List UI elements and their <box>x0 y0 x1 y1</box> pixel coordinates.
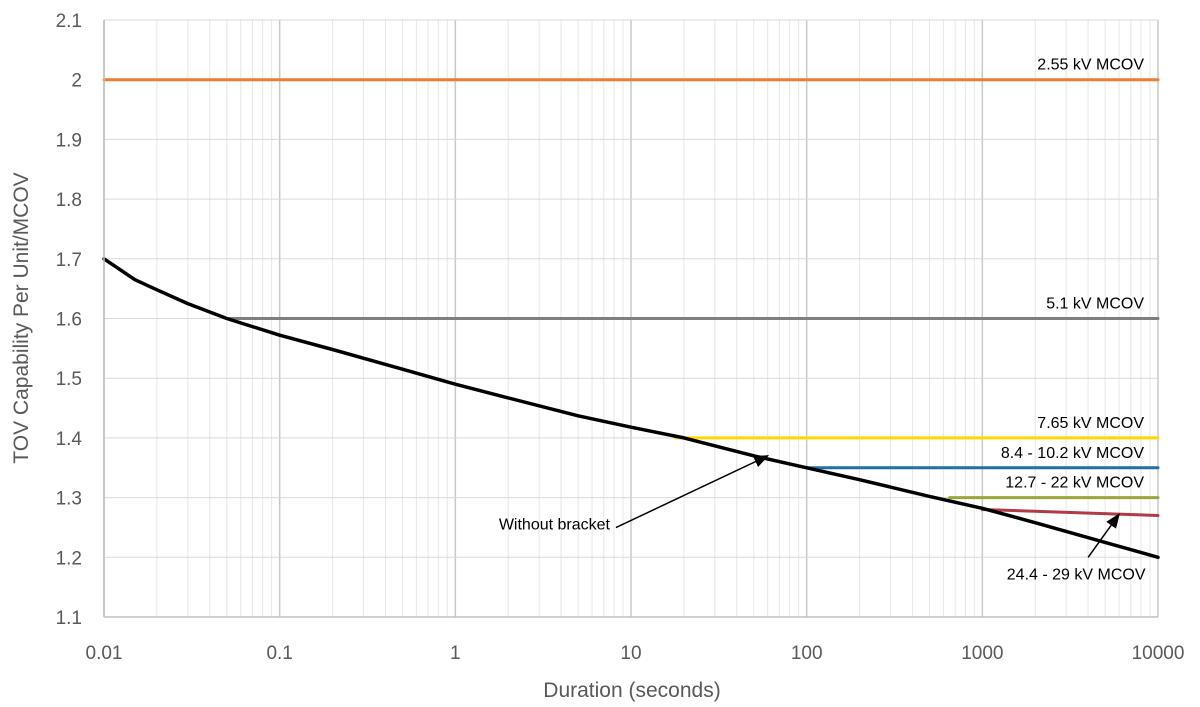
y-tick-label: 1.5 <box>56 369 82 390</box>
y-tick-label: 1.2 <box>56 548 82 569</box>
y-axis-title: TOV Capability Per Unit/MCOV <box>10 172 33 463</box>
annotations: 2.55 kV MCOV 5.1 kV MCOV 7.65 kV MCOV 8.4 -… <box>499 57 1146 584</box>
series-layer <box>102 78 1160 560</box>
y-tick-label: 1.4 <box>56 429 83 450</box>
y-tick-label: 1.8 <box>56 190 82 211</box>
x-tick-label: 1 <box>450 643 461 664</box>
annotation-label: 2.55 kV MCOV <box>1037 57 1144 74</box>
annotation-label: 7.65 kV MCOV <box>1037 415 1144 432</box>
annotation-label: 24.4 - 29 kV MCOV <box>1007 566 1146 583</box>
annotation-label: 8.4 - 10.2 kV MCOV <box>1001 445 1144 462</box>
y-tick-label: 1.7 <box>56 250 82 271</box>
x-tick-label: 1000 <box>961 643 1003 664</box>
axes: 0.01 0.1 1 10 100 1000 10000 1.1 1.2 1.3 1.4 1.5 1.6… <box>56 11 1185 664</box>
series-line-without-bracket <box>102 257 1160 560</box>
y-tick-label: 1.9 <box>56 130 82 151</box>
x-tick-label: 0.01 <box>86 643 123 664</box>
x-tick-label: 100 <box>791 643 823 664</box>
y-tick-label: 1.6 <box>56 310 82 331</box>
annotation-label: Without bracket <box>499 517 611 534</box>
x-tick-label: 10000 <box>1132 643 1185 664</box>
x-axis-title: Duration (seconds) <box>543 679 720 702</box>
series-line-24-4-29-kv-mcov <box>980 508 1160 517</box>
annotation-arrow <box>1087 513 1120 558</box>
y-tick-label: 1.1 <box>56 608 82 629</box>
annotation-label: 5.1 kV MCOV <box>1046 296 1144 313</box>
x-tick-label: 10 <box>620 643 641 664</box>
y-tick-label: 2.1 <box>56 11 82 32</box>
y-tick-label: 1.3 <box>56 489 82 510</box>
y-tick-label: 2 <box>71 71 82 92</box>
annotation-arrow <box>615 455 770 529</box>
annotation-label: 12.7 - 22 kV MCOV <box>1005 475 1144 492</box>
x-tick-label: 0.1 <box>266 643 292 664</box>
